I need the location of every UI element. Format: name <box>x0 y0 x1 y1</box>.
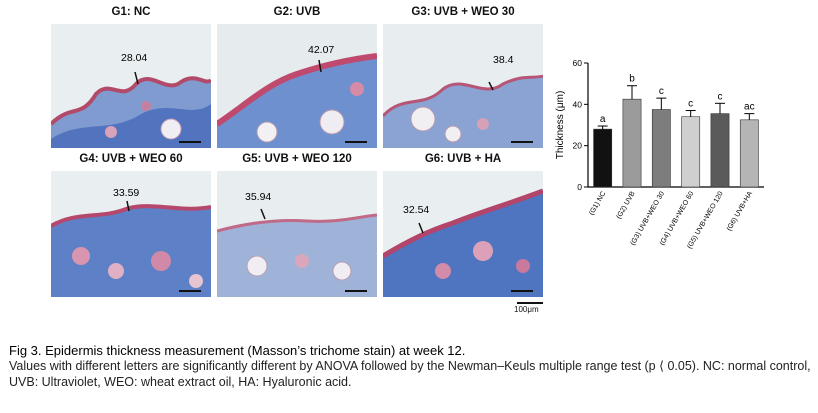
thickness-label: 32.54 <box>403 204 430 216</box>
y-tick-label: 40 <box>573 99 583 109</box>
tissue-image <box>217 24 377 148</box>
micrograph-g6: G6: UVB + HA 32.54 <box>383 153 543 297</box>
thickness-label: 42.07 <box>308 44 335 56</box>
panel-title: G6: UVB + HA <box>424 153 502 165</box>
figure-caption: Fig 3. Epidermis thickness measurement (… <box>9 343 814 390</box>
micrograph-g4: G4: UVB + WEO 60 33.59 <box>51 153 211 297</box>
bar <box>651 109 671 188</box>
panel-title: G5: UVB + WEO 120 <box>242 153 352 165</box>
x-tick-label: (G6) UVB+HA <box>726 190 754 232</box>
significance-letter: c <box>659 86 664 97</box>
significance-letter: a <box>600 114 606 125</box>
tissue-image <box>383 171 543 297</box>
tissue-image <box>383 24 543 148</box>
caption-body: Values with different letters are signif… <box>9 359 811 389</box>
bar <box>681 116 701 188</box>
x-tick-label: (G1) NC <box>588 191 607 217</box>
panel-title: G4: UVB + WEO 60 <box>79 153 183 165</box>
tissue-image <box>51 24 211 148</box>
bar <box>622 98 642 188</box>
tissue-image <box>217 171 377 297</box>
bar <box>739 119 759 188</box>
bar <box>593 128 613 188</box>
thickness-label: 38.4 <box>493 54 514 66</box>
micrograph-g2: G2: UVB 42.07 <box>217 6 377 148</box>
panel-title: G3: UVB + WEO 30 <box>411 6 515 18</box>
panel-title: G2: UVB <box>273 6 321 18</box>
micrograph-g5: G5: UVB + WEO 120 35.94 <box>217 153 377 297</box>
y-tick-label: 60 <box>573 58 583 68</box>
scale-bar <box>517 302 543 304</box>
significance-letter: ac <box>744 102 755 113</box>
micrograph-g1: G1: NC 28.04 <box>51 6 211 148</box>
tissue-image <box>51 171 211 297</box>
thickness-label: 35.94 <box>245 191 272 203</box>
significance-letter: b <box>629 74 635 85</box>
micrograph-g3: G3: UVB + WEO 30 38.4 <box>383 6 543 148</box>
y-axis-label: Thickness (μm) <box>555 91 566 160</box>
x-tick-label: (G2) UVB <box>615 190 636 220</box>
y-tick-label: 0 <box>577 182 582 192</box>
significance-letter: c <box>718 91 723 102</box>
thickness-label: 33.59 <box>113 187 140 199</box>
y-tick-label: 20 <box>573 141 583 151</box>
caption-title: Fig 3. Epidermis thickness measurement (… <box>9 343 466 358</box>
scale-bar-label: 100μm <box>514 305 539 314</box>
thickness-bar-chart: 0 20 40 60 Thickness (μm) a (G1) NC b (G2) UVB c (… <box>555 58 764 250</box>
bar <box>710 113 730 188</box>
panel-title: G1: NC <box>111 6 151 18</box>
thickness-label: 28.04 <box>121 52 148 64</box>
significance-letter: c <box>688 99 693 110</box>
